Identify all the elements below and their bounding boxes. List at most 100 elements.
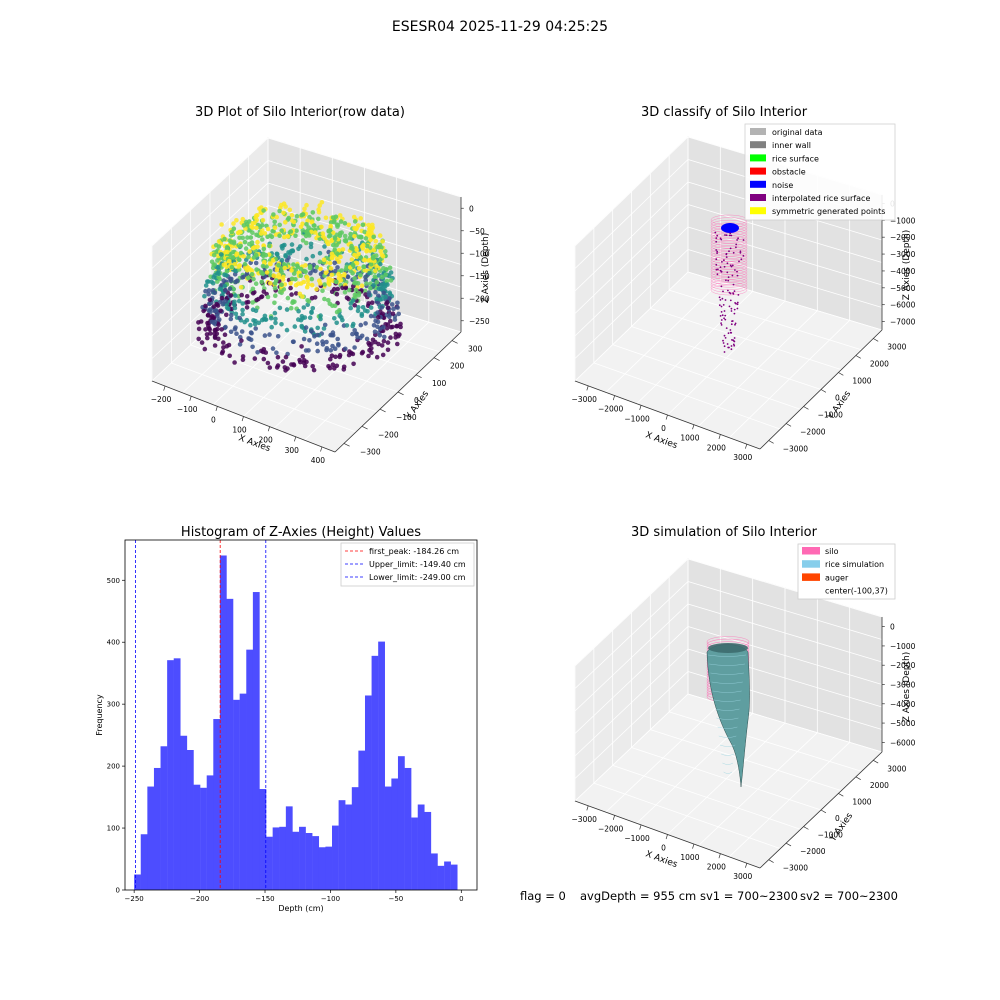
panel1-point [265, 360, 271, 366]
panel1-point [254, 267, 259, 272]
panel1-point [337, 308, 342, 313]
histogram-bar [312, 836, 320, 890]
panel1-grid-line [304, 321, 430, 441]
panel1-y-tick [451, 340, 458, 344]
panel1-point [246, 275, 251, 281]
panel1-ylabel: Y Axies [404, 389, 432, 422]
panel1-y-tick-label: −100 [396, 413, 417, 422]
panel1-point [359, 283, 365, 289]
panel1-x-tick [189, 396, 192, 401]
panel1-point [383, 272, 389, 278]
panel1-point [332, 303, 338, 309]
panel2-grid-line [574, 136, 689, 247]
panel2-point [731, 274, 734, 277]
panel1-point [350, 298, 356, 303]
histogram-bar [226, 598, 234, 890]
panel1-point [306, 299, 312, 304]
panel1-point [349, 257, 355, 262]
panel1-point [301, 305, 307, 310]
panel1-z-tick-label: −200 [469, 294, 490, 303]
histogram-bar [378, 641, 385, 890]
panel4-x-tick [692, 843, 695, 849]
panel1-point [372, 274, 378, 279]
panel1-point [361, 264, 366, 270]
panel1-point [366, 353, 371, 359]
panel1-point [219, 295, 225, 301]
panel1-point [394, 323, 400, 329]
panel1-x-tick [294, 436, 297, 442]
panel1-point [263, 317, 269, 322]
panel1-point [250, 230, 255, 235]
panel1-point [212, 334, 218, 340]
panel1-point [222, 283, 228, 289]
histogram-bar [266, 836, 273, 890]
panel1-point [318, 281, 323, 286]
panel2-x-tick [745, 444, 748, 449]
panel2-legend-swatch [750, 154, 766, 162]
panel2-z-tick-label: −5000 [890, 284, 916, 293]
panel1-point [231, 226, 237, 231]
panel1-point [308, 271, 313, 276]
panel-raw-data: 3D Plot of Silo Interior(row data) −200−… [151, 105, 491, 465]
panel2-point [720, 324, 723, 326]
panel1-point [307, 338, 312, 343]
panel1-point [290, 299, 296, 304]
panel1-point [320, 342, 326, 347]
panel1-point [203, 288, 208, 294]
panel1-point [333, 268, 338, 274]
panel2-point [723, 345, 726, 348]
panel2-point [720, 322, 722, 324]
histogram-x-tick-label: 0 [459, 895, 463, 903]
panel1-point [215, 258, 220, 263]
panel1-point [233, 311, 239, 317]
panel1-point [356, 251, 361, 257]
panel1-point [383, 294, 388, 300]
panel1-point [272, 300, 277, 306]
panel2-x-tick [718, 434, 721, 440]
panel1-point [289, 242, 295, 247]
histogram-x-tick-label: −100 [321, 895, 340, 903]
panel1-point [346, 352, 352, 358]
panel1-point [315, 332, 320, 338]
panel1-point [249, 240, 255, 245]
panel1-point [232, 305, 238, 311]
histogram-bar [239, 693, 247, 890]
panel1-point [279, 282, 284, 288]
panel2-z-tick-label: −7000 [890, 318, 916, 327]
panel1-point [329, 272, 335, 278]
panel1-point [356, 290, 362, 296]
panel1-point [232, 360, 237, 365]
panel1-point [343, 239, 349, 244]
panel1-point [334, 243, 339, 248]
panel2-point [736, 307, 739, 310]
panel1-point [379, 274, 385, 280]
panel2-legend-swatch [750, 167, 766, 175]
panel1-point [354, 247, 360, 253]
panel1-point [268, 233, 273, 238]
panel1-point [312, 230, 318, 235]
panel1-point [273, 293, 278, 299]
panel1-point [369, 300, 375, 306]
panel2-point [725, 252, 728, 255]
panel1-x-tick [241, 416, 244, 422]
panel2-point [723, 351, 726, 353]
panel1-point [210, 288, 216, 293]
panel1-point [221, 340, 226, 345]
panel2-legend-label: rice surface [772, 154, 819, 163]
panel2-point [728, 250, 730, 253]
panel4-x-tick [665, 834, 668, 840]
panel1-point [227, 258, 232, 264]
panel1-point [246, 265, 252, 271]
panel1-x-tick-label: 400 [311, 456, 326, 465]
panel1-point [299, 212, 304, 218]
histogram-bar [167, 660, 174, 890]
panel1-point [304, 240, 309, 246]
panel2-silo-ring [710, 258, 748, 270]
panel1-point [223, 288, 228, 293]
panel1-zlabel: Z Axies (Depth) [481, 233, 491, 304]
histogram-y-tick-label: 300 [107, 701, 120, 709]
panel1-point [300, 316, 306, 321]
panel1-point [229, 240, 234, 245]
panel1-point [392, 317, 398, 322]
panel1-point [323, 270, 329, 276]
